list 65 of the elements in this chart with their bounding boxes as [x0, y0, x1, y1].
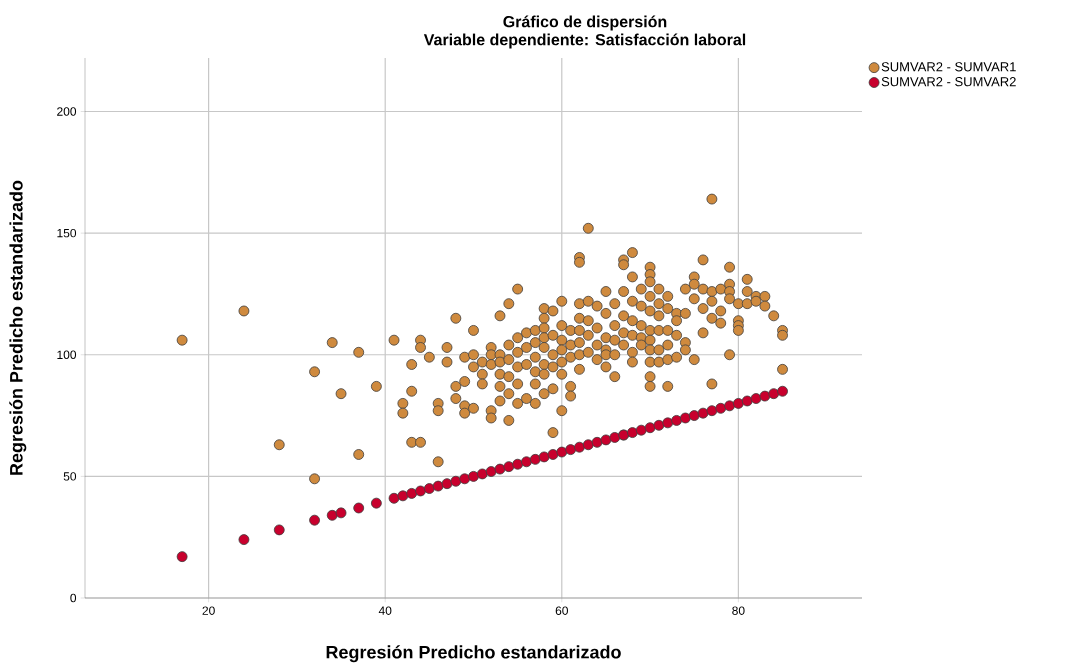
y-tick-label: 200 — [57, 107, 77, 116]
point — [644, 422, 656, 434]
point — [388, 492, 400, 504]
point — [238, 534, 250, 546]
point — [432, 480, 444, 492]
chart-title: Gráfico de dispersión — [503, 15, 667, 31]
point — [503, 461, 515, 473]
point — [750, 393, 762, 404]
point — [397, 490, 409, 502]
point — [565, 444, 577, 456]
point — [732, 398, 744, 409]
point — [680, 412, 691, 424]
point — [353, 502, 365, 514]
point — [335, 507, 347, 519]
point — [450, 475, 462, 487]
point — [415, 485, 426, 497]
point — [662, 417, 674, 429]
point — [538, 451, 550, 463]
point — [494, 463, 506, 475]
point — [521, 456, 532, 468]
point — [476, 468, 488, 480]
chart-subtitle: Variable dependiente: Satisfacción laboral — [423, 33, 746, 49]
x-tick-label: 20 — [202, 606, 215, 615]
point — [582, 439, 594, 451]
y-tick-label: 150 — [57, 228, 77, 238]
point — [724, 400, 735, 412]
point — [485, 466, 497, 477]
point — [697, 407, 709, 419]
point — [423, 483, 435, 494]
legend-label: SUMVAR2 - SUMVAR1 — [881, 62, 1016, 72]
point — [370, 497, 382, 509]
y-axis-title: Regresión Predicho estandarizado — [9, 180, 27, 475]
point — [777, 385, 788, 397]
point — [556, 446, 568, 458]
point — [309, 514, 320, 526]
y-tick-label: 100 — [57, 350, 77, 359]
point — [609, 432, 621, 443]
point — [574, 441, 585, 453]
point — [653, 419, 665, 431]
x-tick-label: 80 — [732, 606, 745, 615]
point — [441, 478, 453, 490]
point — [688, 410, 700, 421]
point — [715, 402, 727, 414]
y-tick-label: 50 — [63, 472, 77, 481]
point — [326, 509, 338, 521]
point — [529, 453, 541, 465]
point — [759, 390, 771, 402]
point — [459, 473, 471, 485]
point — [406, 488, 418, 499]
point — [741, 395, 753, 407]
x-tick-label: 40 — [378, 606, 392, 615]
legend-label: SUMVAR2 - SUMVAR2 — [881, 77, 1016, 87]
point — [273, 524, 285, 536]
x-axis-title: Regresión Predicho estandarizado — [326, 645, 621, 663]
point — [547, 449, 559, 460]
point — [627, 427, 638, 438]
point — [635, 424, 647, 436]
point — [176, 551, 188, 563]
y-tick-label: 0 — [70, 593, 77, 603]
point — [512, 458, 524, 470]
point — [591, 436, 603, 448]
point — [768, 388, 780, 400]
x-tick-label: 60 — [555, 606, 569, 615]
point — [706, 405, 718, 417]
point — [600, 434, 612, 446]
